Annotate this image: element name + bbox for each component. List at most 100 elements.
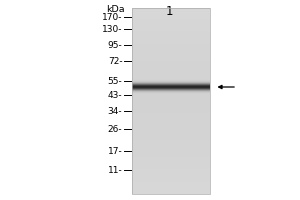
Bar — [132, 16, 210, 17]
Bar — [132, 101, 210, 103]
Bar — [132, 169, 210, 171]
Bar — [132, 81, 210, 82]
Bar — [132, 64, 210, 65]
Bar — [132, 37, 210, 39]
Bar — [132, 72, 210, 73]
Bar — [132, 180, 210, 182]
Bar — [132, 47, 210, 48]
Bar — [132, 31, 210, 33]
Bar — [132, 115, 210, 116]
Bar — [132, 116, 210, 118]
Bar — [132, 110, 210, 112]
Bar — [132, 89, 210, 90]
Bar — [132, 155, 210, 157]
Bar — [132, 177, 210, 179]
Bar — [132, 104, 210, 106]
Bar — [132, 62, 210, 64]
Bar — [132, 140, 210, 141]
Bar — [132, 121, 210, 123]
Bar — [132, 56, 210, 58]
Bar — [132, 67, 210, 68]
Text: 34-: 34- — [108, 106, 122, 116]
Bar — [132, 99, 210, 101]
Bar — [132, 87, 210, 88]
Bar — [132, 98, 210, 99]
Bar — [132, 124, 210, 126]
Bar — [132, 61, 210, 62]
Text: 170-: 170- — [102, 12, 122, 21]
Bar — [132, 33, 210, 34]
Bar — [132, 53, 210, 54]
Bar — [132, 91, 210, 92]
Bar — [132, 96, 210, 98]
Text: 17-: 17- — [108, 146, 122, 156]
Bar — [132, 76, 210, 78]
Bar — [132, 93, 210, 95]
Bar — [132, 144, 210, 146]
Bar — [132, 90, 210, 92]
Bar — [132, 45, 210, 47]
Bar — [132, 30, 210, 31]
Bar — [132, 166, 210, 168]
Bar — [132, 28, 210, 30]
Bar — [132, 148, 210, 149]
Bar — [132, 174, 210, 175]
Bar — [132, 50, 210, 51]
Bar — [132, 90, 210, 91]
Bar — [132, 51, 210, 53]
Bar — [132, 86, 210, 87]
Bar — [132, 168, 210, 169]
Bar — [132, 27, 210, 28]
Bar — [132, 44, 210, 45]
Bar — [132, 146, 210, 148]
Bar — [132, 107, 210, 109]
Bar — [132, 158, 210, 160]
Bar — [132, 182, 210, 183]
Bar — [132, 186, 210, 188]
Text: 26-: 26- — [108, 124, 122, 134]
Bar — [132, 92, 210, 93]
Bar — [132, 183, 210, 185]
Bar — [132, 88, 210, 89]
Bar — [132, 87, 210, 89]
Bar — [132, 83, 210, 84]
Bar — [132, 163, 210, 165]
Bar — [132, 95, 210, 96]
Bar — [132, 152, 210, 154]
Bar — [132, 78, 210, 79]
Bar — [132, 8, 210, 10]
Bar — [132, 13, 210, 14]
Bar — [132, 175, 210, 177]
Text: 95-: 95- — [108, 40, 122, 49]
Bar — [132, 82, 210, 83]
Bar — [132, 113, 210, 115]
Bar — [132, 39, 210, 41]
Text: 130-: 130- — [102, 24, 122, 33]
Bar — [132, 92, 210, 93]
Bar — [132, 85, 210, 86]
Bar — [132, 79, 210, 81]
Bar — [132, 127, 210, 129]
Bar — [132, 172, 210, 174]
Bar — [132, 94, 210, 95]
Bar — [132, 189, 210, 191]
Bar — [132, 8, 210, 194]
Bar — [132, 84, 210, 86]
Bar — [132, 36, 210, 37]
Bar — [132, 54, 210, 56]
Bar — [132, 75, 210, 76]
Bar — [132, 59, 210, 61]
Bar — [132, 135, 210, 137]
Bar — [132, 109, 210, 110]
Bar — [132, 130, 210, 132]
Bar — [132, 34, 210, 36]
Bar — [132, 126, 210, 127]
Bar — [132, 81, 210, 82]
Bar — [132, 20, 210, 22]
Bar — [132, 42, 210, 44]
Bar — [132, 171, 210, 172]
Bar — [132, 188, 210, 189]
Bar — [132, 23, 210, 25]
Bar — [132, 161, 210, 163]
Bar — [132, 17, 210, 19]
